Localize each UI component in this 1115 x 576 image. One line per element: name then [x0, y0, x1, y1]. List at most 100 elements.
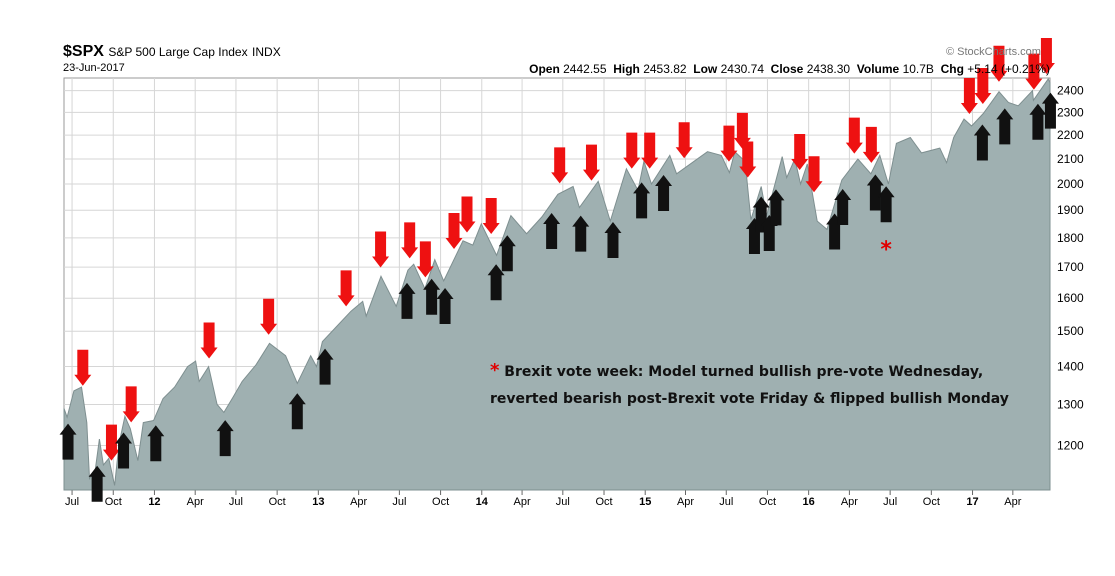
sell-signal-arrow	[74, 349, 92, 386]
x-tick-label: Jul	[719, 496, 733, 508]
sell-signal-arrow	[641, 132, 659, 169]
y-tick-label: 1800	[1057, 231, 1084, 245]
buy-signal-arrow	[147, 425, 165, 462]
sell-signal-arrow	[1037, 38, 1055, 74]
x-axis-labels: Jul Oct 12 Apr Jul Oct 13 Apr Jul Oct 14 Apr Jul Oct 1…	[65, 496, 1022, 508]
sell-signal-arrow	[739, 141, 757, 178]
sell-signal-arrow	[733, 112, 751, 149]
sell-signal-arrow	[200, 322, 218, 359]
buy-signal-arrow	[1029, 103, 1047, 140]
sell-signal-arrow	[551, 147, 569, 184]
x-tick-label: Jul	[556, 496, 570, 508]
sell-signal-arrow	[974, 68, 992, 105]
x-tick-label: Jul	[65, 496, 79, 508]
buy-signal-arrow	[88, 465, 106, 502]
x-tick-label: Oct	[269, 496, 286, 508]
exchange-code: INDX	[252, 45, 281, 59]
buy-signal-arrow	[288, 393, 306, 430]
x-tick-label: 17	[966, 496, 978, 508]
y-axis-labels: 1200 1300 1400 1500 1600 1700 1800 1900 2000 2100…	[1057, 84, 1084, 453]
close-value: 2438.30	[806, 62, 851, 76]
x-tick-label: Apr	[677, 496, 694, 508]
buy-signal-arrow	[1041, 92, 1059, 129]
chg-label: Chg	[940, 62, 964, 76]
volume-label: Volume	[856, 62, 900, 76]
buy-signal-arrow	[487, 264, 505, 301]
sell-signal-arrow	[401, 222, 419, 259]
x-tick-label: 15	[639, 496, 651, 508]
y-tick-label: 1400	[1057, 360, 1084, 374]
open-value: 2442.55	[563, 62, 607, 76]
buy-signal-arrow	[866, 174, 884, 211]
ohlc-readout: Open 2442.55 High 2453.82 Low 2430.74 Cl…	[529, 62, 1050, 76]
x-tick-label: Oct	[759, 496, 776, 508]
x-tick-label: 13	[312, 496, 324, 508]
x-tick-label: Apr	[350, 496, 367, 508]
source-credit: © StockCharts.com	[946, 46, 1041, 58]
buy-signal-arrow	[398, 282, 416, 319]
x-tick-label: 12	[148, 496, 160, 508]
x-tick-label: Apr	[514, 496, 531, 508]
sell-signal-arrow	[445, 213, 463, 250]
close-label: Close	[770, 62, 804, 76]
y-tick-label: 2300	[1057, 105, 1084, 119]
x-tick-label: Jul	[229, 496, 243, 508]
spx-price-area	[63, 78, 1051, 491]
sell-signal-arrow	[791, 134, 809, 171]
x-tick-label: Jul	[392, 496, 406, 508]
buy-signal-arrow	[996, 108, 1014, 145]
volume-value: 10.7B	[902, 62, 934, 76]
buy-signal-arrow	[973, 124, 991, 161]
buy-signal-arrow	[216, 420, 234, 457]
annotation-line-1: * Brexit vote week: Model turned bullish…	[490, 357, 1010, 386]
y-tick-label: 2100	[1057, 152, 1084, 166]
sell-signal-arrow	[122, 386, 140, 423]
buy-signal-arrow	[59, 423, 77, 460]
x-tick-label: Oct	[923, 496, 940, 508]
sell-signal-arrow	[1025, 53, 1043, 90]
buy-signal-arrow	[655, 174, 673, 211]
x-tick-label: Apr	[1004, 496, 1021, 508]
sell-signal-arrow	[458, 196, 476, 233]
buy-signal-arrow	[115, 432, 133, 469]
sell-signal-arrow	[102, 424, 120, 461]
y-tick-label: 2200	[1057, 128, 1084, 142]
annotation-text-1: Brexit vote week: Model turned bullish p…	[504, 364, 984, 380]
buy-signal-arrow	[543, 213, 561, 250]
sell-signal-arrow	[372, 231, 390, 268]
x-tick-label: 16	[803, 496, 815, 508]
annotation-star: *	[490, 360, 500, 381]
sell-signal-arrow	[845, 117, 863, 154]
x-tick-label: Jul	[883, 496, 897, 508]
buy-signal-arrow	[423, 278, 441, 315]
brexit-star-marker: *	[880, 237, 892, 262]
x-tick-label: Oct	[432, 496, 449, 508]
signal-arrows: *	[59, 38, 1059, 502]
buy-signal-arrow	[436, 287, 454, 324]
index-name: S&P 500 Large Cap Index	[108, 45, 248, 59]
y-tick-label: 1900	[1057, 203, 1084, 217]
sell-signal-arrow	[960, 77, 978, 114]
buy-signal-arrow	[498, 235, 516, 272]
buy-signal-arrow	[633, 182, 651, 219]
annotation-text-2: reverted bearish post-Brexit vote Friday…	[490, 391, 1009, 407]
x-tick-label: Apr	[187, 496, 204, 508]
low-label: Low	[693, 62, 718, 76]
x-tick-label: Apr	[841, 496, 858, 508]
sell-signal-arrow	[675, 122, 693, 159]
x-tick-label: 14	[476, 496, 489, 508]
high-value: 2453.82	[643, 62, 687, 76]
chart-date: 23-Jun-2017	[63, 62, 125, 74]
x-tick-label: Oct	[105, 496, 122, 508]
sell-signal-arrow	[582, 144, 600, 181]
sell-signal-arrow	[720, 125, 738, 162]
sell-signal-arrow	[805, 156, 823, 193]
chg-value: +5.14 (+0.21%)	[967, 62, 1050, 76]
y-tick-label: 1500	[1057, 324, 1084, 338]
sell-signal-arrow	[260, 298, 278, 335]
buy-signal-arrow	[767, 189, 785, 226]
buy-signal-arrow	[572, 215, 590, 252]
sell-signal-arrow	[416, 241, 434, 278]
low-value: 2430.74	[720, 62, 764, 76]
